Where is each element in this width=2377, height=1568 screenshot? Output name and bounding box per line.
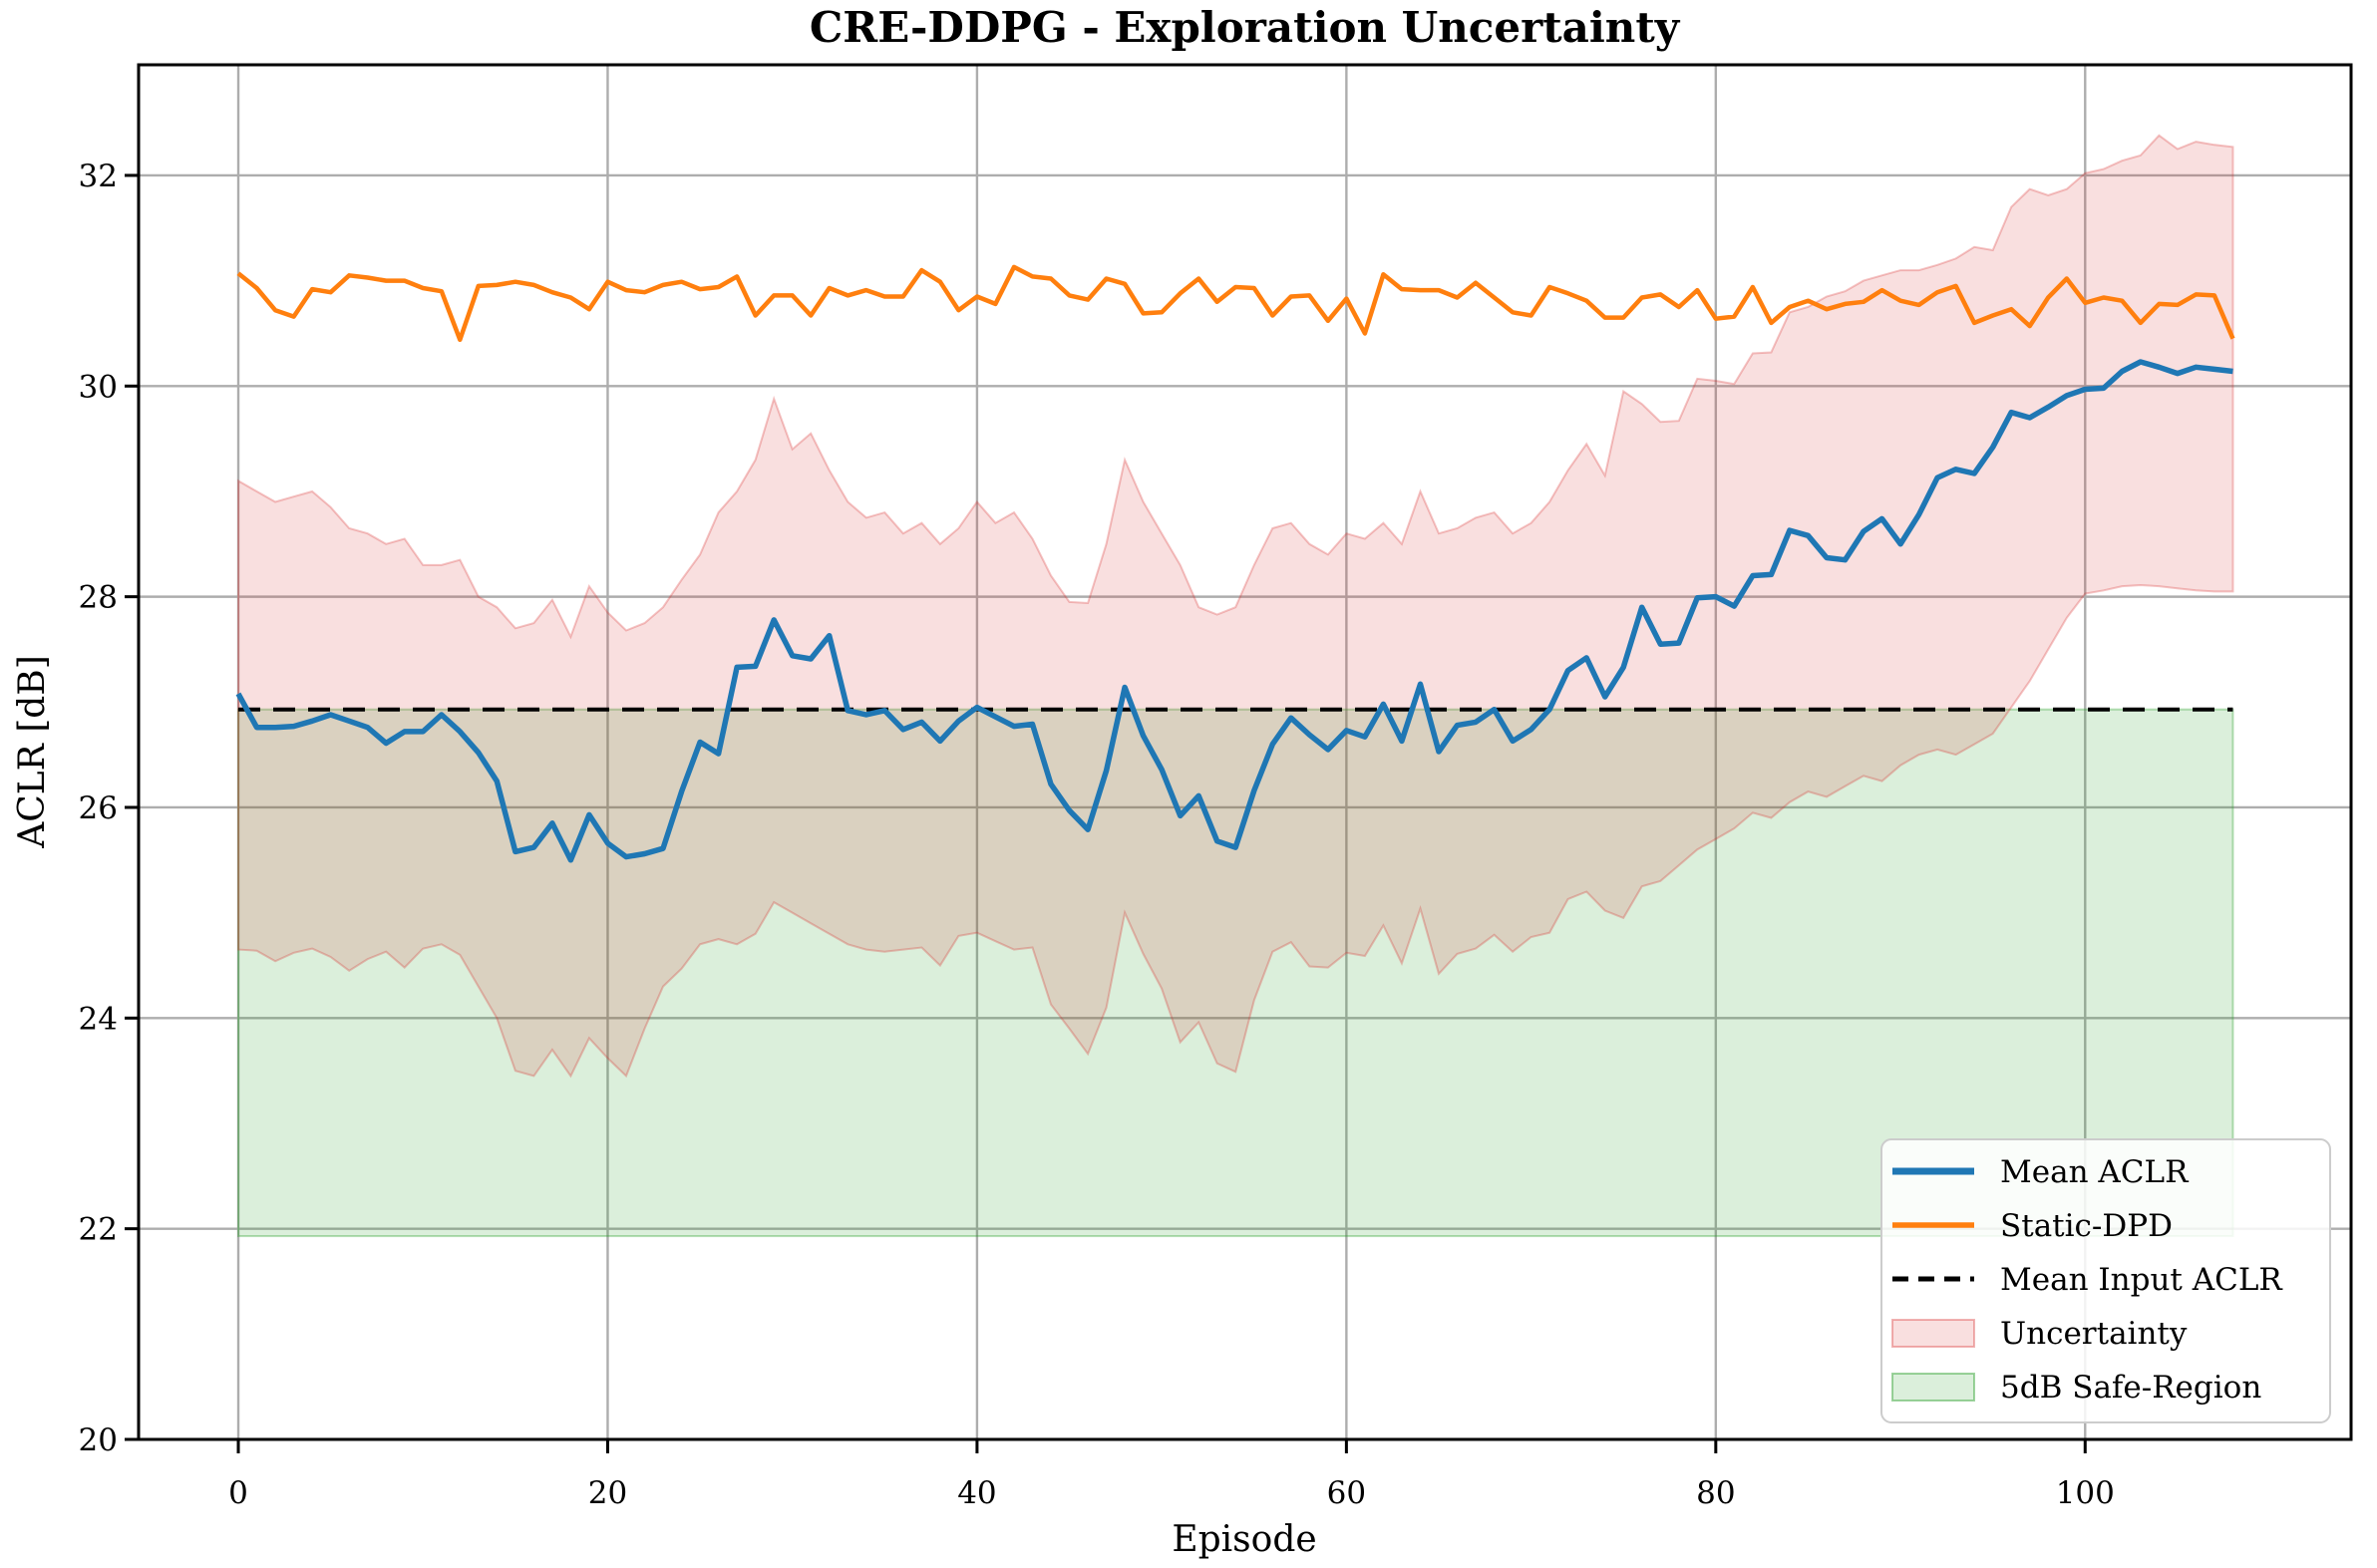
legend-label-static-dpd: Static-DPD (2000, 1208, 2173, 1244)
static-dpd-line (236, 264, 2235, 343)
x-axis-label: Episode (1172, 1519, 1316, 1560)
legend-swatch-uncertainty (1891, 1319, 1975, 1348)
y-tick-label: 26 (79, 790, 118, 826)
x-tick-label: 100 (2056, 1475, 2115, 1511)
x-tick-label: 0 (228, 1475, 248, 1511)
legend-label-mean-input-aclr: Mean Input ACLR (2000, 1262, 2283, 1298)
y-tick-label: 24 (79, 1001, 118, 1037)
y-tick-label: 22 (79, 1212, 118, 1248)
y-tick-label: 20 (79, 1422, 118, 1458)
y-tick-label: 32 (79, 158, 118, 194)
mean-aclr-line (235, 359, 2233, 863)
x-tick-label: 60 (1327, 1475, 1366, 1511)
legend-label-mean-aclr: Mean ACLR (2000, 1154, 2190, 1190)
y-tick-label: 30 (79, 369, 118, 405)
legend-box (1880, 1138, 2331, 1423)
x-tick-label: 80 (1696, 1475, 1735, 1511)
x-tick-label: 20 (588, 1475, 627, 1511)
legend-label-uncertainty: Uncertainty (2000, 1316, 2188, 1352)
y-axis-label: ACLR [dB] (12, 655, 53, 849)
chart-title: CRE-DDPG - Exploration Uncertainty (810, 3, 1681, 52)
plot-area: 0 20 40 60 80 100 20 22 24 26 28 30 32 (79, 63, 2353, 1511)
legend: Mean ACLR Static-DPD Mean Input ACLR Unc… (1880, 1138, 2331, 1423)
uncertainty-band (237, 134, 2234, 1079)
legend-swatch-safe-region (1891, 1373, 1975, 1402)
x-tick-label: 40 (957, 1475, 996, 1511)
legend-label-safe-region: 5dB Safe-Region (2000, 1370, 2261, 1406)
axes-spines (137, 63, 2353, 1441)
y-tick-label: 28 (79, 580, 118, 616)
